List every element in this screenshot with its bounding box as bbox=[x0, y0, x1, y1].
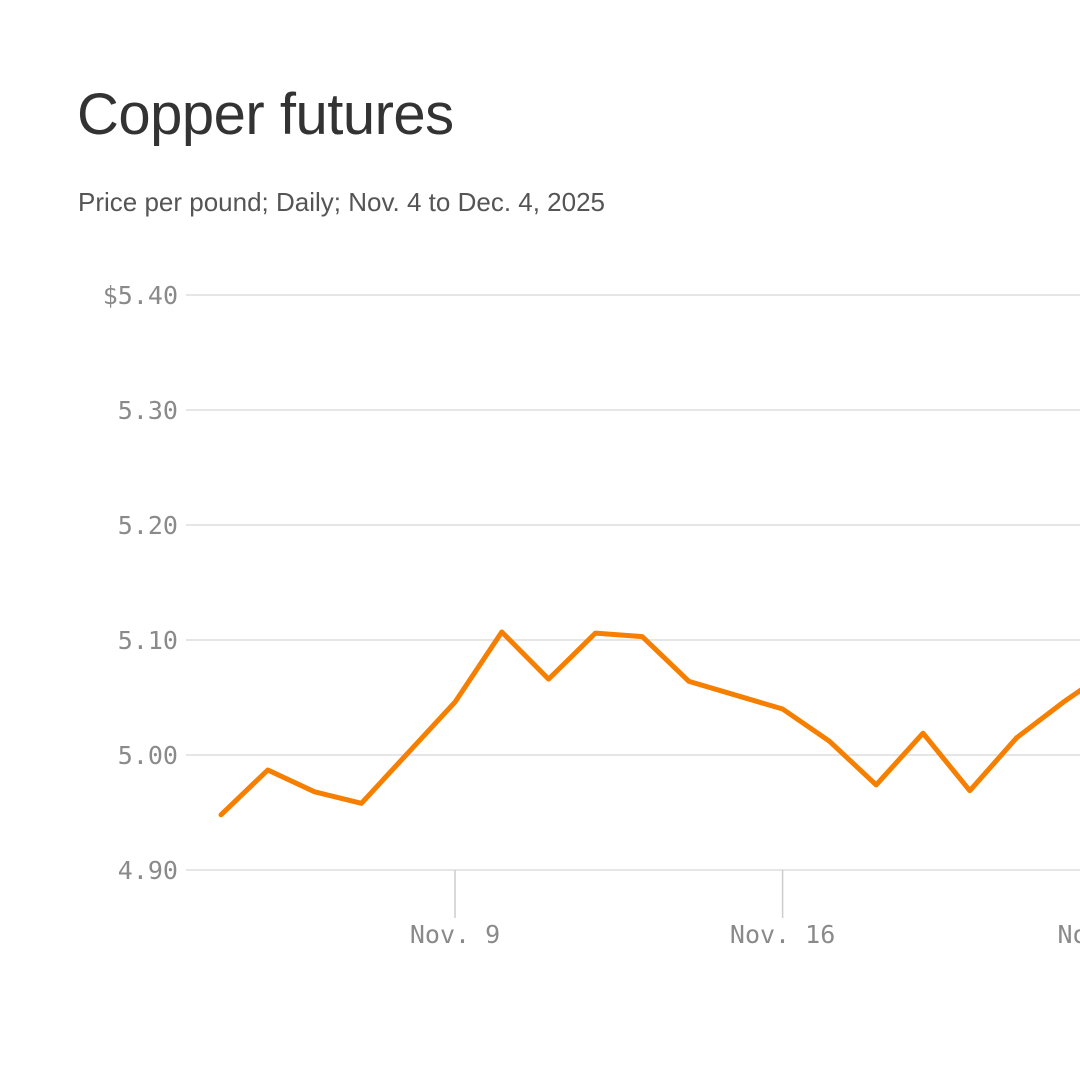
y-tick-label: 5.00 bbox=[118, 741, 178, 770]
y-axis: $5.40 5.30 5.20 5.10 5.00 4.90 bbox=[103, 281, 178, 885]
y-tick-label: 5.30 bbox=[118, 396, 178, 425]
y-tick-label: $5.40 bbox=[103, 281, 178, 310]
gridlines bbox=[186, 294, 1080, 871]
y-tick-label: 5.10 bbox=[118, 626, 178, 655]
x-tick-label: Nov. 9 bbox=[410, 920, 500, 949]
y-tick-label: 4.90 bbox=[118, 856, 178, 885]
y-tick-label: 5.20 bbox=[118, 511, 178, 540]
chart-subtitle: Price per pound; Daily; Nov. 4 to Dec. 4… bbox=[78, 187, 606, 217]
x-axis: Nov. 9 Nov. 16 Nov. 23 bbox=[410, 870, 1080, 949]
x-tick-label: Nov. 16 bbox=[730, 920, 835, 949]
x-tick-label: Nov. 23 bbox=[1058, 920, 1080, 949]
series-line bbox=[218, 629, 1080, 818]
series-layer bbox=[218, 629, 1080, 818]
chart-title: Copper futures bbox=[77, 82, 454, 147]
